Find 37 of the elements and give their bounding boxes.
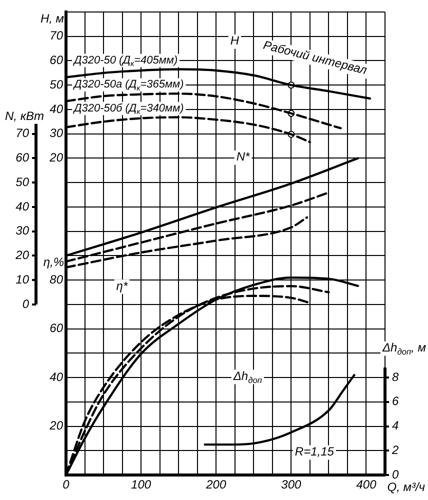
y-tick-label: 50	[50, 77, 64, 92]
y2-tick-label: 8	[392, 370, 399, 384]
y-tick-label: 60	[50, 53, 64, 68]
y2-axis-title: N, кВт	[5, 108, 44, 123]
annotation: N*	[236, 150, 250, 164]
annotation: Рабочий интервал	[262, 38, 369, 78]
y-tick-label: 40	[50, 102, 64, 116]
annotation: R=1,15	[294, 444, 334, 459]
y-tick-label: 30	[50, 126, 64, 140]
y2-tick-label: 40	[16, 199, 30, 214]
y2-tick-label: 20	[14, 248, 30, 262]
y2-tick-label: 4	[392, 418, 399, 433]
y-tick-label: 20	[48, 150, 64, 165]
y2-tick-label: 60	[16, 150, 30, 165]
y-tick-label: 60	[50, 321, 64, 336]
y-tick-label: 80	[50, 272, 64, 286]
x-tick-label: 0	[62, 478, 70, 492]
y2-tick-label: 70	[16, 126, 30, 140]
y2-tick-label: 50	[16, 174, 30, 189]
y-tick-label: 70	[50, 28, 64, 43]
y-tick-label: 20	[48, 418, 64, 433]
y2-tick-label: 0	[392, 467, 399, 482]
y2-tick-label: 0	[22, 296, 30, 311]
y-axis-title: H, м	[40, 11, 64, 26]
annotation: η*	[116, 278, 128, 293]
y-tick-label: 40	[50, 370, 64, 384]
y-axis-title: η,%	[43, 255, 64, 270]
y2-tick-label: 10	[16, 272, 30, 286]
x-tick-label: 300	[281, 478, 302, 492]
y2-tick-label: 30	[16, 224, 30, 238]
y2-tick-label: 2	[391, 442, 399, 457]
x-axis-title: Q, м³/ч	[387, 480, 426, 494]
x-tick-label: 400	[356, 478, 377, 492]
x-tick-label: 100	[131, 478, 152, 492]
annotation: H	[230, 34, 240, 48]
y2-tick-label: 6	[392, 394, 399, 408]
x-tick-label: 200	[205, 478, 226, 492]
